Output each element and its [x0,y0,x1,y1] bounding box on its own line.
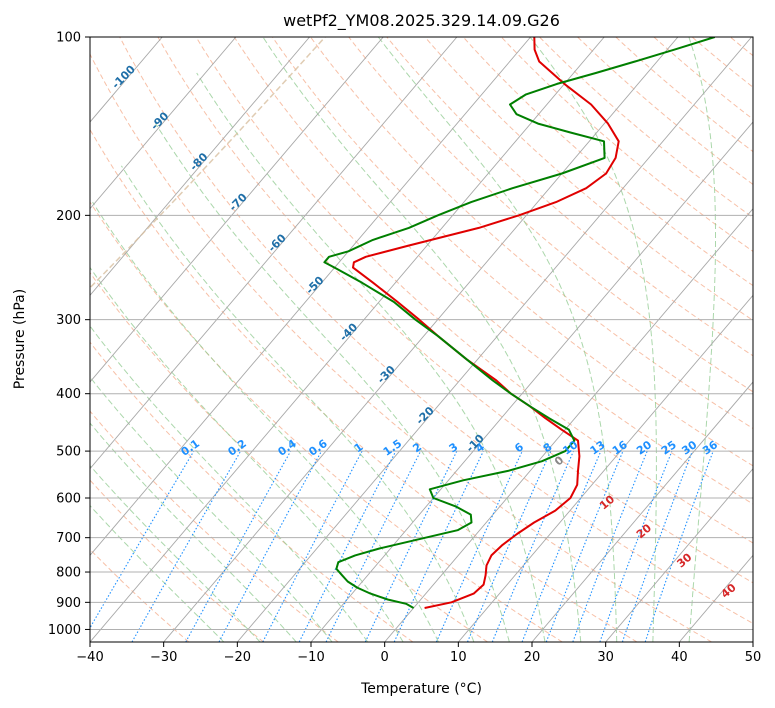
plot-background [90,37,753,642]
x-tick-label: 20 [524,650,541,665]
mixing-ratio-line [262,450,363,642]
dry-adiabat-line [615,37,753,153]
isotherm-line [384,207,753,642]
x-axis: −40 −30 −20 −10 0 10 20 30 40 50 [76,642,761,665]
dry-adiabat-line [90,128,638,642]
moist-adiabat-line [120,165,475,642]
isotherm-line [236,37,752,642]
mixing-ratio-line [521,450,602,642]
isotherm-line [752,641,753,642]
dry-adiabat-line [539,37,753,219]
isotherm-line [457,294,753,642]
y-tick-label: 400 [56,387,81,402]
moist-adiabat-line [688,37,716,642]
moist-adiabat-line [155,123,510,642]
y-tick-label: 200 [56,209,81,224]
y-tick-label: 700 [56,531,81,546]
dry-adiabat-line [310,37,753,430]
dry-adiabat-line [462,37,753,287]
isotherm-line [310,121,753,642]
moist-adiabat-line [90,266,404,642]
dewpoint-profile-line [323,37,716,609]
dry-adiabat-line [90,53,712,642]
dry-adiabat-line [90,341,414,642]
moist-adiabat-line [90,376,333,642]
mixing-ratio-line [491,450,575,642]
mixing-ratio-line [393,450,484,642]
x-tick-label: 40 [671,650,688,665]
y-axis-label: Pressure (hPa) [12,289,28,389]
x-axis-label: Temperature (°C) [360,681,482,697]
y-axis: 1000 900 800 700 600 500 400 300 200 100 [48,31,90,638]
y-tick-label: 900 [56,596,81,611]
dry-adiabat-line [424,37,753,321]
dry-adiabat-line [119,37,753,625]
isotherm-line [531,381,753,642]
x-tick-label: 0 [381,650,389,665]
dry-adiabat-line [500,37,753,252]
isotherm-line [90,37,237,210]
y-tick-label: 600 [56,492,81,507]
isobar-grid [90,37,753,630]
isotherm-line [90,37,310,297]
mixing-ratio-line [644,450,714,642]
x-tick-label: 30 [597,650,614,665]
chart-title: wetPf2_YM08.2025.329.14.09.G26 [283,11,560,31]
mixing-ratio-line [572,450,648,642]
isotherm-line [90,37,384,383]
mixing-ratio-line [185,450,292,642]
mixing-ratio-line [298,450,397,642]
y-tick-label: 500 [56,445,81,460]
x-tick-label: −10 [297,650,324,665]
x-tick-label: −30 [150,650,177,665]
mixing-ratio-line [621,450,693,642]
moist-adiabat-line [377,37,618,642]
moist-adiabat-line [90,325,369,642]
x-tick-label: −20 [224,650,251,665]
y-tick-label: 100 [56,31,81,46]
moist-adiabat-line [262,37,582,642]
x-tick-label: 10 [450,650,467,665]
dry-adiabat-line [90,479,264,642]
dry-adiabat-line [577,37,753,186]
moist-adiabat-line [90,464,261,642]
y-tick-label: 300 [56,313,81,328]
dry-adiabat-line [157,37,753,584]
profile-lines [323,37,716,609]
dry-adiabat-line [90,201,563,642]
moist-adiabat-line [92,201,439,642]
mixing-ratio-line [545,450,624,642]
isotherm-line [90,37,531,557]
y-tick-label: 800 [56,566,81,581]
isotherm-line [90,37,605,642]
mixing-ratio-line [325,450,422,642]
isotherm-line [90,37,458,470]
x-tick-label: −40 [76,650,103,665]
mixing-ratio-line [218,450,322,642]
background-lines [90,37,753,642]
x-tick-label: 50 [745,650,762,665]
y-tick-label: 1000 [48,623,81,638]
mixing-ratio-line [599,450,673,642]
mixing-ratio-line [364,450,458,642]
moist-adiabat-line [196,72,546,642]
moist-adiabat-line [529,37,657,642]
isotherm-line [605,467,753,642]
plot-frame [89,36,754,643]
mixing-ratio-line [131,450,242,642]
dry-adiabat-line [195,37,753,544]
dry-adiabat-line [386,37,753,357]
